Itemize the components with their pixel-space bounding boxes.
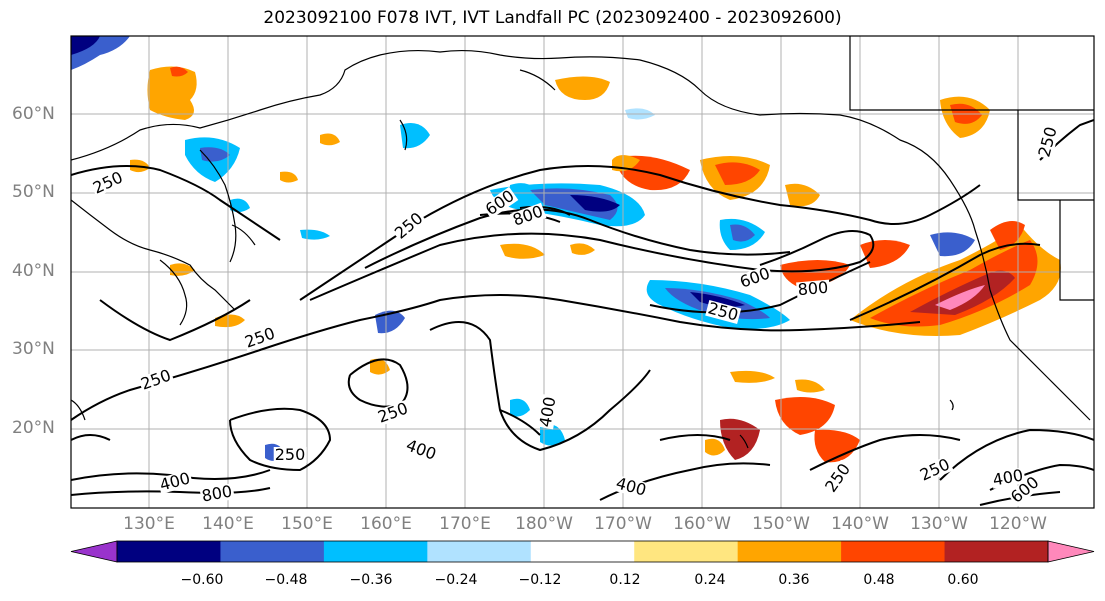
colorbar-frame	[116, 540, 1049, 563]
contour-label: 800	[796, 277, 830, 300]
colorbar-segment	[220, 541, 325, 562]
contour-label: 250	[273, 445, 307, 464]
coastlines	[71, 36, 1094, 449]
lon-label-170e: 170°E	[439, 514, 491, 534]
colorbar-segment	[427, 541, 532, 562]
colorbar-tick-label: −0.24	[434, 572, 478, 588]
colorbar-segment	[841, 541, 946, 562]
lon-label-150e: 150°E	[281, 514, 333, 534]
lon-label-140w: 140°W	[831, 514, 889, 534]
lon-label-140e: 140°E	[202, 514, 254, 534]
lat-label-60: 60°N	[12, 104, 55, 124]
colorbar-segment	[117, 541, 221, 562]
lon-label-170w: 170°W	[594, 514, 652, 534]
colorbar-tick-label: 0.36	[778, 572, 810, 588]
map-frame	[70, 35, 1095, 509]
colorbar-extend-low	[70, 540, 118, 563]
colorbar-segment	[737, 541, 842, 562]
lat-label-20: 20°N	[12, 418, 55, 438]
colorbar-tick-label: 0.48	[863, 572, 895, 588]
map-title: 2023092100 F078 IVT, IVT Landfall PC (20…	[263, 8, 842, 28]
colorbar-tick-label: −0.36	[349, 572, 393, 588]
lon-label-130e: 130°E	[123, 514, 175, 534]
lon-label-120w: 120°W	[989, 514, 1047, 534]
lat-label-30: 30°N	[12, 339, 55, 359]
colorbar-segment	[530, 541, 635, 562]
lon-label-160w: 160°W	[673, 514, 731, 534]
colorbar-tick-label: −0.12	[518, 572, 562, 588]
colorbar-tick-label: 0.12	[609, 572, 641, 588]
lon-label-160e: 160°E	[360, 514, 412, 534]
colorbar-extend-high	[1047, 540, 1095, 563]
lat-label-50: 50°N	[12, 182, 55, 202]
graticule	[71, 36, 1094, 508]
colorbar-segment	[944, 541, 1049, 562]
lat-label-40: 40°N	[12, 261, 55, 281]
lon-label-150w: 150°W	[752, 514, 810, 534]
colorbar-tick-label: −0.48	[264, 572, 308, 588]
colorbar-tick-label: −0.60	[180, 572, 224, 588]
lon-label-130w: 130°W	[910, 514, 968, 534]
colorbar-tick-label: 0.24	[694, 572, 726, 588]
colorbar-tick-label: 0.60	[947, 572, 979, 588]
lon-label-180w: 180°W	[515, 514, 573, 534]
colorbar-segment	[323, 541, 428, 562]
colorbar-segment	[634, 541, 739, 562]
colorbar	[70, 540, 1095, 563]
